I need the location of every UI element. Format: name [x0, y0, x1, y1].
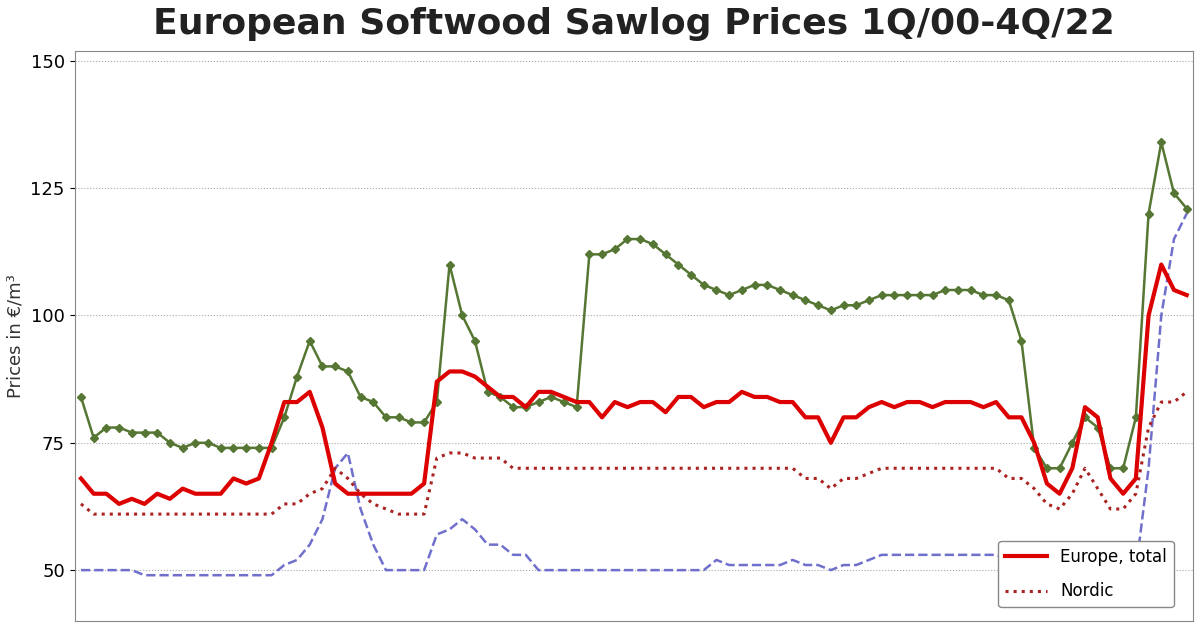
Legend: Europe, total, Nordic: Europe, total, Nordic	[998, 541, 1174, 607]
Y-axis label: Prices in €/m³: Prices in €/m³	[7, 274, 25, 398]
Title: European Softwood Sawlog Prices 1Q/00-4Q/22: European Softwood Sawlog Prices 1Q/00-4Q…	[152, 7, 1115, 41]
